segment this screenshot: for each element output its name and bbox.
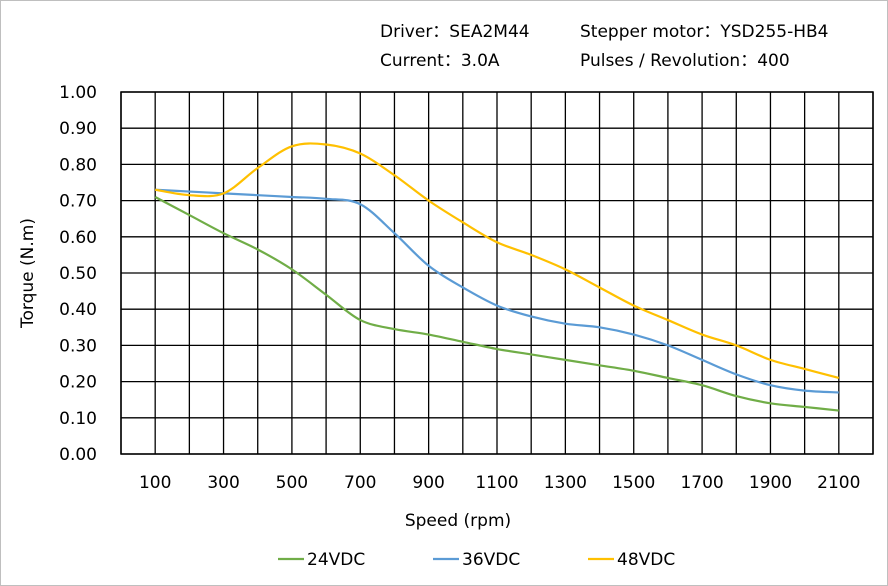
plot-area (120, 91, 874, 455)
y-tick-label: 0.50 (59, 264, 97, 284)
pulses-label: Pulses / Revolution：400 (580, 51, 790, 71)
x-tick-label: 100 (139, 473, 171, 493)
x-tick-label: 1100 (475, 473, 518, 493)
y-tick-label: 0.40 (59, 300, 97, 320)
x-tick-label: 1700 (680, 473, 723, 493)
x-tick-label: 500 (276, 473, 308, 493)
y-tick-label: 0.80 (59, 155, 97, 175)
x-tick-label: 700 (344, 473, 376, 493)
y-axis-title: Torque (N.m) (18, 218, 38, 329)
x-tick-label: 1500 (612, 473, 655, 493)
y-tick-label: 0.00 (59, 445, 97, 465)
series-line-48vdc (155, 142, 840, 380)
motor-label: Stepper motor：YSD255-HB4 (580, 22, 829, 42)
y-tick-label: 0.70 (59, 192, 97, 212)
x-tick-label: 2100 (817, 473, 860, 493)
y-tick-label: 1.00 (59, 83, 97, 103)
y-tick-label: 0.30 (59, 336, 97, 356)
legend-label: 24VDC (307, 550, 365, 570)
x-axis-title: Speed (rpm) (405, 511, 511, 531)
driver-label: Driver：SEA2M44 (380, 22, 530, 42)
x-tick-label: 1300 (544, 473, 587, 493)
x-tick-label: 1900 (749, 473, 792, 493)
y-tick-label: 0.90 (59, 119, 97, 139)
y-tick-label: 0.60 (59, 228, 97, 248)
y-tick-label: 0.10 (59, 409, 97, 429)
series-line-36vdc (155, 188, 839, 394)
y-tick-label: 0.20 (59, 373, 97, 393)
series-line-24vdc (154, 196, 839, 412)
legend-label: 36VDC (462, 550, 520, 570)
x-tick-label: 300 (207, 473, 239, 493)
current-label: Current：3.0A (380, 51, 500, 71)
x-tick-label: 900 (412, 473, 444, 493)
legend-label: 48VDC (617, 550, 675, 570)
